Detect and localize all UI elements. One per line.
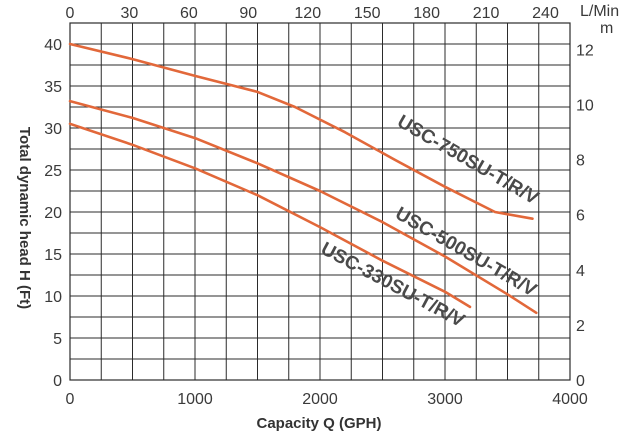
y-tick-label: 40 bbox=[44, 37, 62, 54]
y-right-tick-label: 10 bbox=[576, 97, 594, 114]
y-right-tick-label: 0 bbox=[576, 373, 585, 390]
y-tick-label: 10 bbox=[44, 289, 62, 306]
x-top-tick-label: 60 bbox=[180, 5, 198, 22]
y-axis-title: Total dynamic head H (Ft) bbox=[16, 127, 33, 309]
y-tick-label: 15 bbox=[44, 247, 62, 264]
x-top-tick-label: 120 bbox=[294, 5, 321, 22]
y-tick-label: 20 bbox=[44, 205, 62, 222]
y-right-tick-label: 8 bbox=[576, 153, 585, 170]
x-tick-label: 2000 bbox=[302, 391, 338, 408]
series-line-USC-500SU-T/R/V bbox=[68, 99, 538, 315]
y-tick-label: 5 bbox=[53, 331, 62, 348]
top-axis-unit: L/Min bbox=[580, 3, 619, 20]
curve-label-USC-750SU-T/R/V: USC-750SU-T/R/V bbox=[393, 111, 542, 209]
x-top-tick-label: 0 bbox=[66, 5, 75, 22]
curves bbox=[68, 42, 538, 315]
y-tick-label: 35 bbox=[44, 79, 62, 96]
x-top-tick-label: 240 bbox=[532, 5, 559, 22]
series-line-USC-330SU-T/R/V bbox=[68, 122, 472, 309]
plot-frame bbox=[69, 22, 571, 381]
x-top-tick-label: 90 bbox=[239, 5, 257, 22]
y-tick-label: 25 bbox=[44, 163, 62, 180]
x-tick-label: 4000 bbox=[552, 391, 588, 408]
grid bbox=[69, 22, 571, 381]
y-right-tick-label: 6 bbox=[576, 208, 585, 225]
x-tick-label: 0 bbox=[66, 391, 75, 408]
y-right-tick-label: 2 bbox=[576, 318, 585, 335]
y-tick-label: 0 bbox=[53, 373, 62, 390]
x-tick-label: 3000 bbox=[427, 391, 463, 408]
x-top-tick-label: 30 bbox=[121, 5, 139, 22]
y-right-tick-label: 12 bbox=[576, 42, 594, 59]
series-line-USC-750SU-T/R/V bbox=[68, 42, 534, 220]
right-axis-unit: m bbox=[600, 20, 613, 37]
x-top-tick-label: 150 bbox=[354, 5, 381, 22]
y-tick-label: 30 bbox=[44, 121, 62, 138]
x-tick-label: 1000 bbox=[177, 391, 213, 408]
y-right-tick-label: 4 bbox=[576, 263, 585, 280]
x-top-tick-label: 180 bbox=[413, 5, 440, 22]
x-top-tick-label: 210 bbox=[473, 5, 500, 22]
x-axis-title: Capacity Q (GPH) bbox=[256, 415, 381, 432]
